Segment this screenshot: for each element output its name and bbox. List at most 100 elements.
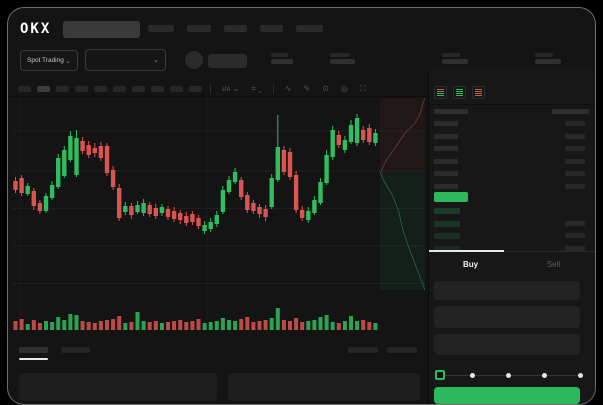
toolbar-divider [8,96,428,97]
settings-icon[interactable]: ◎ [340,84,348,93]
chart-bottom-tabs [19,347,90,360]
volume-bar [184,322,189,330]
toggle-bar [437,89,444,90]
timeframe-button[interactable] [75,86,88,92]
book-asks-icon[interactable] [472,86,485,99]
orderbook-bid-row[interactable] [434,245,590,253]
coin-icon [185,51,203,69]
volume-bar [111,319,116,330]
volume-bar [50,322,55,330]
orderbook-ask-row[interactable] [434,120,590,128]
timeframe-button[interactable] [18,86,31,92]
tab-sell[interactable]: Sell [546,260,561,269]
volume-bar [306,321,311,330]
volume-bar [19,319,24,330]
chart-canvas[interactable] [12,98,434,352]
volume-bar [294,318,299,330]
orderbook-ask-row[interactable] [434,133,590,141]
timeframe-button[interactable] [94,86,107,92]
stat-label-placeholder [330,53,350,57]
slider-stop-dot[interactable] [505,373,511,378]
nav-item-placeholder[interactable] [296,25,323,32]
candle-body [196,218,201,226]
orderbook-bid-row[interactable] [434,220,590,228]
chart-type-dropdown-icon[interactable]: ⌗ ⌄ [251,84,262,93]
candle-body [251,203,256,211]
candle-body [184,216,189,223]
candle-body [190,214,195,222]
draw-tool-icon[interactable]: ✎ [303,84,311,93]
pair-dropdown[interactable]: ⌄ [85,49,166,71]
orderbook-ask-row[interactable] [434,170,590,178]
total-field[interactable] [434,334,580,355]
volume-bar [153,321,158,330]
book-bids-icon[interactable] [453,86,466,99]
candle-body [336,135,341,145]
candle-body [257,207,262,214]
slider-stop-dot[interactable] [577,373,583,378]
interval-dropdown-icon[interactable]: ᴜᴀ ⌄ [222,84,240,93]
nav-item-placeholder[interactable] [224,25,247,32]
stat-label-placeholder [271,53,288,57]
candle-body [110,170,116,187]
volume-bar [330,322,335,330]
candle-body [232,172,238,182]
timeframe-button[interactable] [170,86,183,92]
fullscreen-icon[interactable]: ⛶ [359,84,366,93]
timeframe-button[interactable] [189,86,202,92]
timeframe-button[interactable] [37,86,50,92]
amount-field[interactable] [434,306,580,328]
orderbook-ask-row[interactable] [434,158,590,166]
stat-value-placeholder [271,59,293,64]
chart-action-placeholder[interactable] [387,347,417,353]
chart-bottom-tab[interactable] [61,347,90,360]
volume-bar [129,322,134,330]
orderbook-ask-row[interactable] [434,183,590,191]
chevron-down-icon: ⌄ [65,57,71,65]
nav-item-placeholder[interactable] [187,25,211,32]
market-mode-dropdown[interactable]: Spot Trading ⌄ [20,50,78,71]
candle-body [43,196,49,211]
timeframe-button[interactable] [113,86,126,92]
stat-label-placeholder [535,53,553,57]
chart-action-placeholder[interactable] [348,347,378,353]
market-mode-label: Spot Trading [27,57,64,64]
timeframe-button[interactable] [132,86,145,92]
nav-item-placeholder[interactable] [148,25,174,32]
ask-size-placeholder [565,133,585,139]
camera-icon[interactable]: ⊙ [322,84,329,93]
candle-body [159,207,165,213]
chart-bottom-tab[interactable] [19,347,48,360]
volume-bar [239,319,244,330]
orderbook-ask-row[interactable] [434,145,590,153]
slider-handle[interactable] [435,370,445,380]
volume-bar [269,318,274,330]
timeframe-button[interactable] [56,86,69,92]
volume-bar [80,321,85,330]
volume-bar [147,322,152,330]
slider-stop-dot[interactable] [541,373,547,378]
orderbook-divider [429,104,595,105]
volume-bar [202,323,207,330]
history-panel-placeholder [228,373,420,401]
nav-item-placeholder[interactable] [260,25,283,32]
panel-divider [428,70,429,404]
buy-button[interactable] [434,387,580,404]
stat-group [442,53,468,64]
book-both-icon[interactable] [434,86,447,99]
volume-bar [25,324,30,330]
timeframe-button[interactable] [151,86,164,92]
search-input[interactable] [63,21,140,38]
amount-slider[interactable] [435,370,583,382]
indicator-line-icon[interactable]: ∿ [284,84,292,93]
volume-bar [166,322,170,330]
orderbook-bid-row[interactable] [434,207,590,215]
ask-size-placeholder [565,171,585,176]
toggle-bar [456,89,463,90]
candle-body [129,206,134,215]
tab-buy[interactable]: Buy [429,250,512,277]
price-field[interactable] [434,281,580,300]
orderbook-bid-row[interactable] [434,232,590,240]
slider-stop-dot[interactable] [469,373,475,378]
last-price-badge[interactable] [434,192,468,202]
